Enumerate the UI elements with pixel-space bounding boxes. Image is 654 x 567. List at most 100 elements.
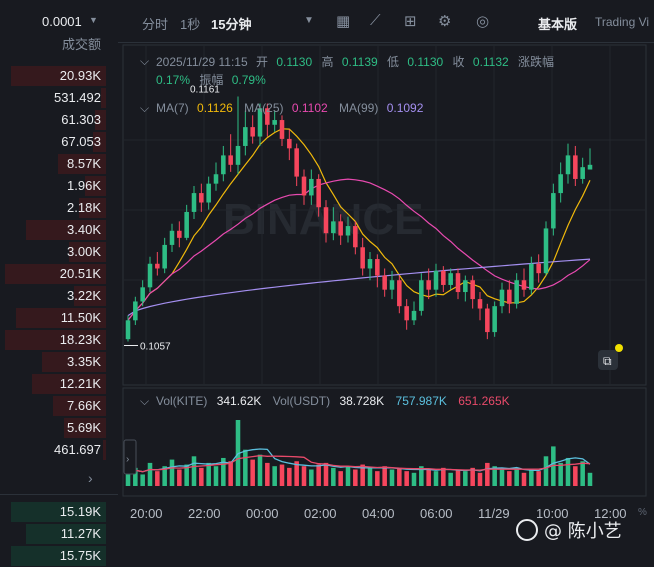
calendar-icon[interactable]: ▦ xyxy=(336,13,351,30)
candle-body xyxy=(397,280,402,307)
vol-usdt-label: Vol(USDT) xyxy=(273,394,330,408)
interval-tab-time[interactable]: 分时 xyxy=(142,17,169,32)
ma7-line xyxy=(127,128,591,321)
volume-bar xyxy=(221,457,226,486)
volume-bar xyxy=(492,466,497,486)
wechat-icon xyxy=(516,519,538,541)
depth-bar xyxy=(85,176,106,196)
order-book-divider xyxy=(0,494,118,495)
target-icon[interactable]: ◎ xyxy=(476,13,490,30)
order-book-row[interactable]: 5.69K xyxy=(0,417,118,439)
volume-bar xyxy=(389,469,395,486)
order-book-row[interactable]: 18.23K xyxy=(0,329,118,351)
candle-body xyxy=(580,167,585,179)
candle-body xyxy=(485,308,490,333)
order-book-row[interactable]: 2.18K xyxy=(0,197,118,219)
order-book-row[interactable]: 11.27K xyxy=(0,523,118,545)
turnover-column-label: 成交额 xyxy=(62,37,102,52)
history-icon[interactable]: ⧉ xyxy=(603,354,612,368)
turnover-value: 3.00K xyxy=(67,244,101,259)
volume-bar xyxy=(404,471,409,486)
candlestick-chart[interactable]: BINANCE 20:00 22:00 00:00 02:00 04:00 06:00 11… xyxy=(118,0,654,555)
order-book-row[interactable]: 1.96K xyxy=(0,175,118,197)
volume-bar xyxy=(243,449,248,486)
basic-version-tab[interactable]: 基本版 xyxy=(538,17,578,32)
ma7-label: MA(7) xyxy=(156,101,189,115)
ma99-value: 0.1092 xyxy=(387,101,424,115)
volume-bar xyxy=(514,467,519,486)
turnover-value: 15.75K xyxy=(59,548,101,563)
candle-body xyxy=(272,120,277,125)
order-book-row[interactable]: 531.492 xyxy=(0,87,118,109)
order-book-row[interactable]: 11.50K xyxy=(0,307,118,329)
ma-chevron-icon[interactable]: ⌵ xyxy=(140,101,149,115)
settings-chart-icon[interactable]: ⚙ xyxy=(438,13,452,30)
volume-bar xyxy=(184,464,189,486)
volume-bar xyxy=(419,466,424,486)
volume-bar xyxy=(573,466,578,486)
depth-selector[interactable]: 0.0001 ▼ xyxy=(0,8,118,40)
candle-style-icon[interactable]: ⊞ xyxy=(404,13,417,30)
order-book-row[interactable]: 8.57K xyxy=(0,153,118,175)
volume-bars xyxy=(125,420,593,486)
candle-body xyxy=(375,259,380,276)
candle-body xyxy=(147,263,153,288)
depth-bar xyxy=(69,242,106,262)
turnover-value: 11.50K xyxy=(60,310,101,325)
candle-body xyxy=(573,155,578,179)
candle-body xyxy=(213,174,219,184)
depth-bar xyxy=(32,374,106,394)
candle-body xyxy=(499,289,505,307)
order-book-row[interactable]: 67.053 xyxy=(0,131,118,153)
order-book-row[interactable]: 12.21K xyxy=(0,373,118,395)
order-book-row[interactable]: 20.51K xyxy=(0,263,118,285)
order-book-row[interactable]: 461.697 xyxy=(0,439,118,461)
candle-body xyxy=(228,155,233,165)
turnover-value: 7.66K xyxy=(67,398,101,413)
order-book-row[interactable]: 3.40K xyxy=(0,219,118,241)
ohlc-chevron-icon[interactable]: ⌵ xyxy=(140,54,149,68)
order-book-row[interactable]: 3.22K xyxy=(0,285,118,307)
open-value: 0.1130 xyxy=(276,55,312,69)
vol-chevron-icon[interactable]: ⌵ xyxy=(140,394,149,408)
order-book-row[interactable]: 61.303 xyxy=(0,109,118,131)
turnover-value: 461.697 xyxy=(54,442,101,457)
turnover-value: 20.51K xyxy=(59,266,101,281)
x-tick-label: 22:00 xyxy=(188,506,221,521)
order-book-row[interactable]: 3.00K xyxy=(0,241,118,263)
tradingview-tab[interactable]: Trading Vi xyxy=(595,15,650,29)
volume-bar xyxy=(529,469,534,486)
depth-value[interactable]: 0.0001 xyxy=(42,14,82,29)
depth-bar xyxy=(95,110,106,130)
turnover-value: 18.23K xyxy=(59,332,101,347)
interval-tab-1s[interactable]: 1秒 xyxy=(180,17,201,32)
depth-bar xyxy=(64,418,106,438)
depth-bar xyxy=(26,524,106,544)
order-book-row[interactable]: 15.19K xyxy=(0,501,118,523)
volume-collapse-handle[interactable] xyxy=(123,439,137,475)
volume-bar xyxy=(272,466,277,486)
order-book-row[interactable]: 7.66K xyxy=(0,395,118,417)
candle-body xyxy=(250,127,255,137)
volume-bar xyxy=(323,462,329,486)
order-book-row[interactable]: 20.93K xyxy=(0,65,118,87)
chevron-right-small-icon[interactable]: › xyxy=(126,454,129,465)
volume-bar xyxy=(587,472,593,486)
chevron-down-icon[interactable]: ▼ xyxy=(89,15,98,25)
volume-bar xyxy=(213,466,219,486)
candle-body xyxy=(279,120,285,139)
order-book-row[interactable]: 3.35K xyxy=(0,351,118,373)
candle-body xyxy=(257,108,263,137)
chart-widget-button[interactable] xyxy=(598,350,618,370)
volume-bar xyxy=(169,459,175,486)
volume-bar xyxy=(265,462,270,486)
volume-bar xyxy=(228,461,233,486)
turnover-value: 3.40K xyxy=(67,222,101,237)
caret-down-icon[interactable]: ▼ xyxy=(304,15,314,26)
chevron-right-icon[interactable]: › xyxy=(88,470,93,486)
ohlc-legend: 2025/11/29 11:15 开 0.1130 高 0.1139 低 0.1… xyxy=(156,54,554,69)
indicator-chart-icon[interactable]: ⟋ xyxy=(370,12,381,29)
interval-tab-15m[interactable]: 15分钟 xyxy=(211,17,252,32)
x-tick-label: 20:00 xyxy=(130,506,163,521)
order-book-row[interactable]: 15.75K xyxy=(0,545,118,567)
